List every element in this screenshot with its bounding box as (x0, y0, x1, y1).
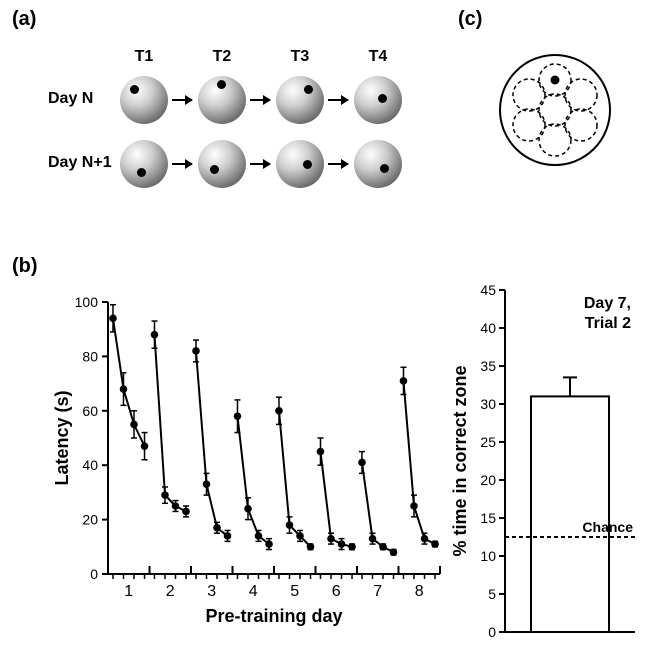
platform-dot (378, 94, 387, 103)
svg-text:30: 30 (480, 396, 496, 412)
platform-dot (217, 80, 226, 89)
svg-text:Trial 2: Trial 2 (585, 315, 631, 332)
pool-sphere (276, 76, 324, 124)
pool-sphere (276, 140, 324, 188)
svg-text:45: 45 (480, 282, 496, 298)
panel-c-zone-diagram (495, 50, 615, 170)
arrow-icon (172, 99, 192, 101)
svg-text:40: 40 (82, 457, 98, 473)
svg-text:Day 7,: Day 7, (584, 295, 631, 312)
svg-text:5: 5 (488, 586, 496, 602)
arrow-icon (172, 163, 192, 165)
percent-time-chart: 0 5 10 15 20 25 30 35 40 45 Chance % time in correc… (450, 250, 645, 650)
svg-text:6: 6 (332, 583, 341, 600)
platform-dot (303, 160, 312, 169)
panel-a-label: (a) (12, 8, 36, 31)
svg-text:10: 10 (480, 548, 496, 564)
trial-label: T3 (275, 48, 325, 66)
svg-text:40: 40 (480, 320, 496, 336)
svg-text:0: 0 (90, 566, 98, 582)
panel-b-label: (b) (12, 255, 38, 278)
day-row-label: Day N (48, 90, 93, 108)
panel-c-label: (c) (458, 8, 482, 31)
panel-a-schematic: T1T2T3T4Day NDay N+1 (60, 40, 420, 215)
svg-text:5: 5 (290, 583, 299, 600)
svg-text:3: 3 (207, 583, 216, 600)
svg-text:2: 2 (166, 583, 175, 600)
svg-text:7: 7 (373, 583, 382, 600)
svg-text:20: 20 (480, 472, 496, 488)
trial-label: T4 (353, 48, 403, 66)
pool-sphere (354, 76, 402, 124)
svg-text:4: 4 (249, 583, 258, 600)
latency-chart: 0 20 40 60 80 100 1 2 3 4 5 6 7 8 Pre-training day Late… (50, 290, 450, 630)
svg-text:Chance: Chance (582, 519, 633, 535)
svg-text:35: 35 (480, 358, 496, 374)
day-row-label: Day N+1 (48, 154, 112, 172)
pool-sphere (198, 140, 246, 188)
svg-text:15: 15 (480, 510, 496, 526)
svg-text:0: 0 (488, 624, 496, 640)
pool-sphere (354, 140, 402, 188)
pool-sphere (120, 140, 168, 188)
platform-dot (210, 165, 219, 174)
arrow-icon (328, 99, 348, 101)
svg-text:25: 25 (480, 434, 496, 450)
svg-text:80: 80 (82, 348, 98, 364)
platform-dot (130, 85, 139, 94)
platform-dot (304, 85, 313, 94)
arrow-icon (250, 163, 270, 165)
svg-text:20: 20 (82, 512, 98, 528)
platform-dot (380, 164, 389, 173)
svg-text:Latency (s): Latency (s) (52, 390, 72, 485)
arrow-icon (328, 163, 348, 165)
trial-label: T1 (119, 48, 169, 66)
svg-text:60: 60 (82, 403, 98, 419)
svg-text:100: 100 (75, 294, 99, 310)
svg-text:% time in correct zone: % time in correct zone (450, 365, 470, 556)
svg-text:8: 8 (415, 583, 424, 600)
trial-label: T2 (197, 48, 247, 66)
pool-sphere (120, 76, 168, 124)
pool-sphere (198, 76, 246, 124)
svg-text:1: 1 (124, 583, 133, 600)
arrow-icon (250, 99, 270, 101)
platform-dot (137, 168, 146, 177)
svg-text:Pre-training day: Pre-training day (205, 606, 342, 626)
